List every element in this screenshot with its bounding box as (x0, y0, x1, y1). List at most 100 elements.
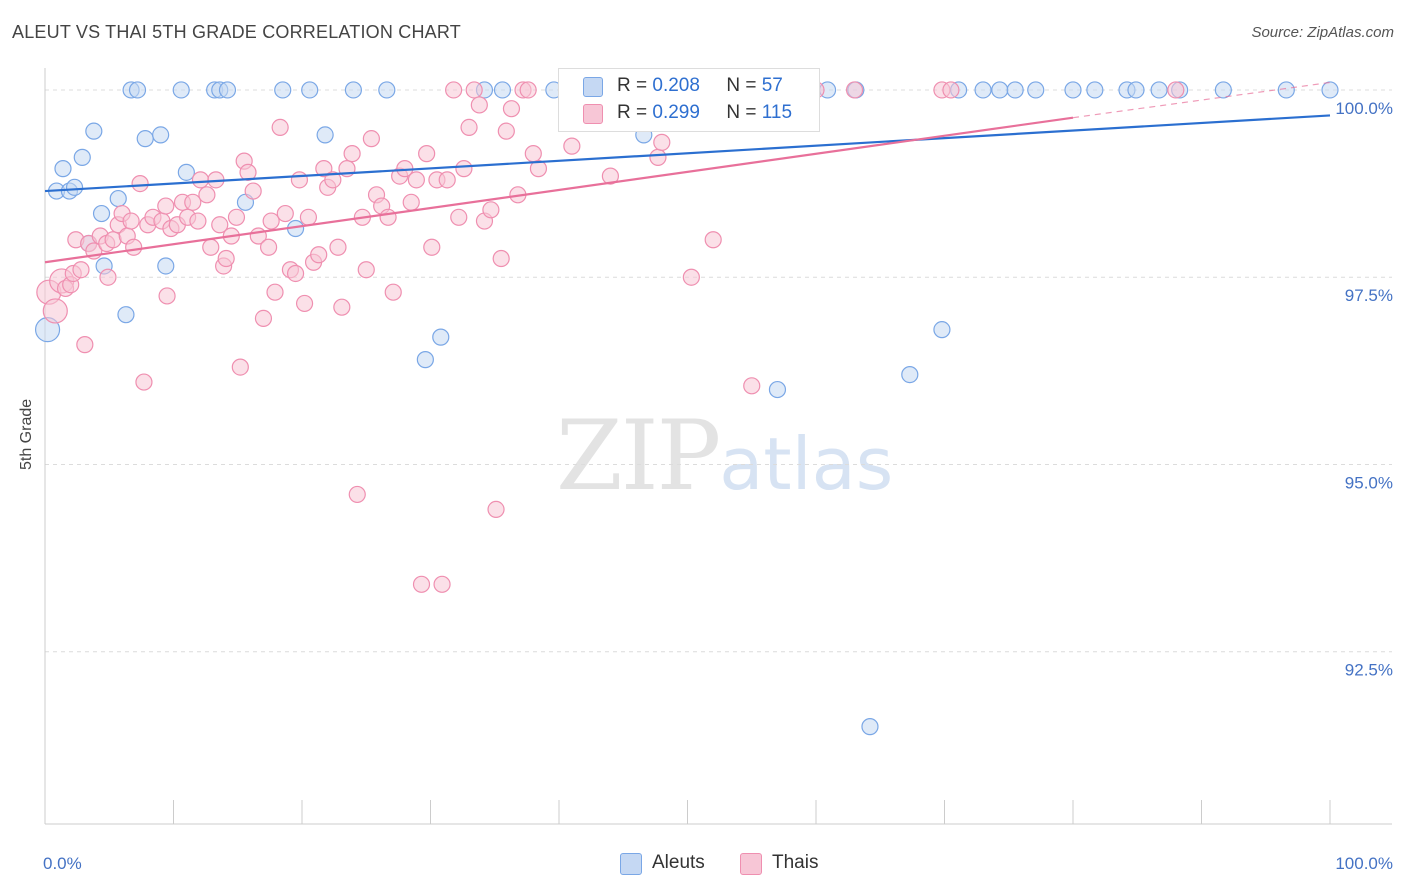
legend-swatch-thais (583, 104, 603, 124)
aleuts-point (1086, 81, 1104, 99)
thais-point (290, 171, 309, 189)
thais-point (704, 231, 722, 249)
aleuts-point (1006, 81, 1024, 99)
aleuts-point (1127, 81, 1145, 99)
y-tick-label: 100.0% (1335, 99, 1393, 118)
aleuts-point (1277, 81, 1295, 99)
thais-point (202, 238, 220, 256)
thais-point (271, 118, 289, 137)
aleuts-point (92, 204, 111, 223)
thais-point (379, 208, 397, 226)
thais-point (211, 216, 229, 234)
aleuts-point (1214, 81, 1232, 99)
thais-point (497, 122, 515, 140)
aleuts-point (1321, 81, 1339, 99)
thais-point (191, 171, 210, 189)
x-tick-label: 100.0% (1335, 854, 1393, 873)
legend-r-value: 0.208 (652, 75, 700, 96)
thais-point (357, 261, 375, 279)
thais-point (362, 130, 380, 148)
thais-point (433, 575, 451, 593)
thais-point (231, 358, 249, 376)
aleuts-point (109, 189, 127, 208)
legend-n-value: 115 (761, 102, 793, 123)
thais-point (262, 212, 280, 230)
thais-point (329, 238, 347, 256)
thais-point (315, 160, 333, 178)
thais-point (682, 268, 700, 286)
thais-point (189, 212, 207, 230)
bottom-legend-swatch-thais (740, 853, 762, 875)
watermark-zip: ZIP (556, 400, 721, 512)
thais-point (519, 81, 537, 99)
thais-point (184, 193, 202, 211)
thais-trend-line (44, 116, 1074, 264)
thais-point (122, 212, 140, 230)
thais-point (465, 81, 483, 99)
aleuts-point (416, 351, 434, 369)
thais-point (445, 81, 463, 99)
aleuts-point (991, 81, 1009, 99)
thais-point (942, 81, 960, 99)
aleuts-point (493, 81, 512, 99)
thais-point (135, 373, 153, 391)
thais-point (487, 500, 505, 519)
aleuts-point (65, 178, 84, 196)
aleuts-point (344, 81, 362, 99)
aleuts-point (768, 380, 787, 399)
thais-point (529, 160, 548, 178)
thais-trend-line-extension (1072, 81, 1331, 119)
x-tick-label: 0.0% (43, 854, 82, 873)
thais-point (649, 148, 667, 166)
aleuts-point (861, 718, 879, 736)
aleuts-point (136, 130, 154, 148)
aleuts-point (218, 81, 237, 99)
legend-n-label: N = (726, 102, 757, 123)
thais-point (227, 208, 246, 226)
thais-point (348, 485, 366, 504)
thais-point (125, 238, 143, 256)
aleuts-point (177, 163, 195, 181)
aleuts-point (974, 81, 992, 99)
aleuts-point (157, 257, 175, 275)
thais-point (492, 249, 510, 268)
thais-point (653, 133, 671, 151)
thais-point (601, 167, 620, 185)
y-tick-label: 95.0% (1345, 473, 1393, 492)
thais-point (460, 118, 478, 137)
aleuts-point (274, 81, 292, 99)
aleuts-point (117, 306, 135, 324)
aleuts-point (172, 81, 190, 99)
thais-point (743, 377, 761, 395)
aleuts-point (301, 81, 319, 99)
chart-title: ALEUT VS THAI 5TH GRADE CORRELATION CHAR… (12, 22, 461, 42)
legend-r-label: R = (617, 75, 648, 96)
aleuts-point (152, 126, 170, 144)
thais-point (407, 171, 425, 189)
aleuts-trend-line (44, 114, 1331, 193)
y-tick-label: 97.5% (1345, 286, 1393, 305)
thais-point (72, 261, 90, 279)
thais-point (295, 294, 314, 313)
chart-source: Source: ZipAtlas.com (1251, 24, 1394, 41)
thais-point (104, 231, 122, 249)
thais-point (198, 186, 216, 204)
thais-point (310, 246, 328, 264)
thais-point (244, 182, 262, 200)
legend-r-label: R = (617, 102, 648, 123)
thais-point (402, 193, 420, 211)
legend-r-value: 0.299 (652, 102, 700, 123)
thais-point (254, 309, 273, 328)
thais-point (455, 160, 473, 178)
aleuts-point (54, 160, 72, 178)
aleuts-point (128, 81, 147, 99)
bottom-legend-swatch-aleuts (620, 853, 642, 875)
thais-point (384, 283, 402, 301)
thais-point (502, 100, 521, 118)
thais-point (76, 336, 94, 354)
thais-point (524, 145, 542, 163)
aleuts-point (901, 365, 919, 384)
aleuts-point (432, 328, 450, 346)
aleuts-point (378, 81, 396, 99)
